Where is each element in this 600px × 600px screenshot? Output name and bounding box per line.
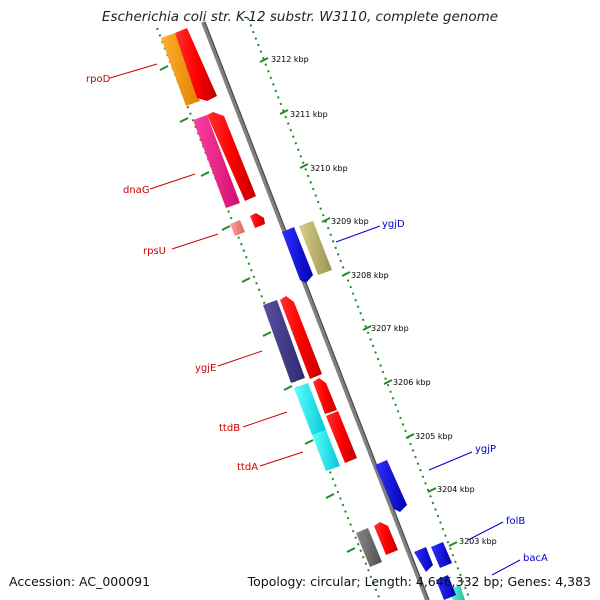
gene-label-folB[interactable]: folB <box>506 516 525 527</box>
label-leader <box>109 63 158 79</box>
label-leader <box>335 225 381 243</box>
gene-label-ttdB[interactable]: ttdB <box>219 423 240 434</box>
gene-label-dnaG[interactable]: dnaG <box>123 185 150 196</box>
ruler-label: 3206 kbp <box>393 378 431 387</box>
gene-block-ygjE[interactable] <box>263 300 305 383</box>
left-ruler-ticks <box>159 65 356 553</box>
gene-block-ygjD-blue[interactable] <box>282 227 313 283</box>
label-leader <box>171 233 219 250</box>
gene-block-ttdA[interactable] <box>312 430 340 471</box>
left-tick-guide <box>156 27 381 600</box>
cds-arrow[interactable] <box>175 28 217 101</box>
gene-block-grey[interactable] <box>356 528 382 567</box>
gene-label-ygjP[interactable]: ygjP <box>475 444 496 455</box>
genome-backbone <box>201 21 429 600</box>
cds-arrows <box>175 28 398 555</box>
accession-text: Accession: AC_000091 <box>9 574 151 589</box>
label-leader <box>242 411 288 428</box>
gene-label-rpoD[interactable]: rpoD <box>86 74 111 85</box>
gene-block-bacA[interactable] <box>431 542 452 568</box>
cds-arrow[interactable] <box>280 296 322 379</box>
gene-block-bacA-lower[interactable] <box>436 575 456 600</box>
ruler-label: 3203 kbp <box>459 537 497 546</box>
gene-label-ttdA[interactable]: ttdA <box>237 462 258 473</box>
cds-arrow[interactable] <box>374 522 398 555</box>
label-leader <box>217 350 263 367</box>
ruler-label: 3204 kbp <box>437 485 475 494</box>
gene-label-rpsU[interactable]: rpsU <box>143 246 166 257</box>
ruler-label: 3205 kbp <box>415 432 453 441</box>
gene-block-ygjP[interactable] <box>375 460 407 512</box>
reverse-strand-features <box>161 33 465 600</box>
gene-block-rpoD[interactable] <box>161 33 200 106</box>
right-ruler-ticks <box>259 57 458 547</box>
gene-label-ygjE[interactable]: ygjE <box>195 363 216 374</box>
forward-strand-features <box>282 221 456 600</box>
cds-arrow[interactable] <box>250 213 265 228</box>
ruler-label: 3208 kbp <box>351 271 389 280</box>
ruler-label: 3209 kbp <box>331 217 369 226</box>
gene-block-ttdB[interactable] <box>294 383 326 435</box>
genome-summary-text: Topology: circular; Length: 4,646,332 bp… <box>247 574 591 589</box>
label-leader <box>149 173 196 190</box>
gene-block-folB[interactable] <box>414 547 433 572</box>
gene-block-ygjD-khaki[interactable] <box>299 221 332 275</box>
gene-label-ygjD[interactable]: ygjD <box>382 219 405 230</box>
label-leader <box>428 451 473 471</box>
ruler-label: 3212 kbp <box>271 55 309 64</box>
right-tick-guide <box>247 17 471 600</box>
ruler-label: 3211 kbp <box>290 110 328 119</box>
cds-arrow[interactable] <box>326 411 357 463</box>
cds-arrow[interactable] <box>207 112 256 201</box>
map-title: Escherichia coli str. K-12 substr. W3110… <box>101 9 499 25</box>
ruler-label: 3207 kbp <box>371 324 409 333</box>
gene-block-rpsU[interactable] <box>230 220 245 236</box>
label-leader <box>467 521 504 541</box>
cds-arrow[interactable] <box>313 378 337 414</box>
genome-backbone-shadow <box>204 21 430 600</box>
ruler-label: 3210 kbp <box>310 164 348 173</box>
label-leader <box>259 451 304 467</box>
gene-block-dnaG[interactable] <box>193 115 240 208</box>
gene-label-bacA[interactable]: bacA <box>523 553 548 564</box>
label-leader <box>491 559 521 576</box>
